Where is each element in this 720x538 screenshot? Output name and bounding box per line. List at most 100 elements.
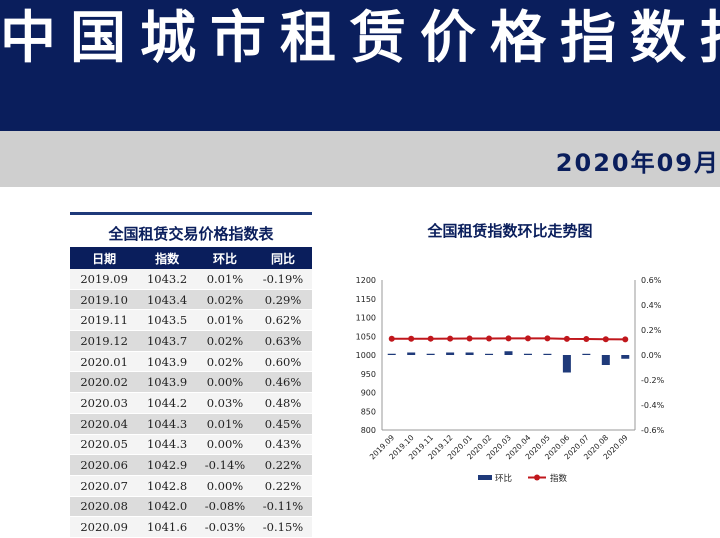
cell-mom: 0.00% [195, 475, 254, 497]
point-index [505, 335, 512, 342]
y-tick-right: -0.2% [641, 376, 665, 385]
y-tick-right: -0.6% [641, 426, 665, 435]
cell-mom: 0.01% [195, 309, 254, 332]
cell-index: 1043.4 [138, 289, 196, 311]
point-index [388, 335, 395, 342]
table-row: 2019.11 1043.5 0.01% 0.62% [70, 309, 312, 332]
bar-mom [446, 352, 455, 355]
cell-index: 1042.8 [138, 475, 196, 497]
index-table: 日期 指数 环比 同比 2019.09 1043.2 0.01% -0.19% 2019… [70, 247, 312, 538]
col-header-date: 日期 [70, 247, 139, 269]
table-row: 2020.07 1042.8 0.00% 0.22% [70, 475, 312, 497]
index-table-section: 全国租赁交易价格指数表 日期 指数 环比 同比 2019.09 1043.2 0.0… [70, 212, 312, 538]
y-tick-left: 1150 [356, 295, 376, 304]
cell-date: 2020.02 [70, 371, 139, 394]
point-index [583, 335, 590, 342]
point-index [544, 335, 551, 342]
cell-mom: 0.03% [195, 392, 254, 414]
bar-mom [426, 353, 435, 355]
point-index [447, 335, 454, 342]
cell-index: 1042.0 [138, 496, 196, 518]
cell-mom: 0.02% [195, 351, 254, 373]
cell-yoy: -0.19% [253, 269, 312, 290]
cell-mom: 0.01% [195, 413, 254, 435]
y-tick-left: 1100 [356, 314, 376, 323]
chart-title: 全国租赁指数环比走势图 [427, 222, 593, 240]
table-body: 2019.09 1043.2 0.01% -0.19% 2019.10 1043.4 0.0… [70, 269, 312, 538]
table-row: 2019.10 1043.4 0.02% 0.29% [70, 289, 312, 311]
cell-date: 2019.10 [70, 289, 139, 311]
cell-date: 2020.04 [70, 413, 139, 435]
bar-mom [621, 355, 630, 359]
table-title: 全国租赁交易价格指数表 [108, 225, 274, 243]
y-tick-left: 1050 [356, 332, 376, 341]
cell-index: 1044.3 [138, 413, 196, 435]
cell-yoy: 0.22% [253, 454, 312, 476]
table-row: 2020.03 1044.2 0.03% 0.48% [70, 392, 312, 414]
legend-label-mom: 环比 [495, 473, 512, 484]
table-row: 2020.05 1044.3 0.00% 0.43% [70, 434, 312, 456]
bar-mom [387, 353, 396, 355]
date-band: 2020年09月 [0, 131, 720, 187]
y-tick-right: 0.0% [641, 351, 662, 360]
bar-mom [485, 353, 494, 355]
cell-yoy: 0.46% [253, 371, 312, 394]
cell-mom: 0.00% [195, 371, 254, 394]
cell-date: 2020.05 [70, 434, 139, 456]
y-tick-left: 800 [361, 426, 376, 435]
bar-mom [543, 353, 552, 355]
cell-index: 1043.2 [138, 269, 196, 290]
legend-swatch-mom [478, 475, 492, 480]
cell-mom: 0.02% [195, 289, 254, 311]
cell-date: 2019.09 [70, 269, 139, 290]
cell-mom: -0.14% [195, 454, 254, 476]
table-row: 2020.01 1043.9 0.02% 0.60% [70, 351, 312, 373]
point-index [408, 335, 415, 342]
bar-mom [562, 355, 571, 373]
y-tick-right: 0.6% [641, 276, 662, 285]
cell-yoy: 0.60% [253, 351, 312, 373]
cell-date: 2020.01 [70, 351, 139, 373]
cell-mom: -0.03% [195, 516, 254, 538]
y-tick-right: 0.4% [641, 301, 662, 310]
y-tick-left: 1200 [356, 276, 376, 285]
bar-mom [523, 353, 532, 355]
cell-index: 1044.2 [138, 392, 196, 414]
col-header-index: 指数 [138, 247, 196, 269]
cell-index: 1043.9 [138, 371, 196, 394]
point-index [486, 335, 493, 342]
header-banner: 中国城市租赁价格指数报告 [0, 0, 720, 131]
cell-index: 1041.6 [138, 516, 196, 538]
cell-index: 1043.5 [138, 309, 196, 332]
table-row: 2019.09 1043.2 0.01% -0.19% [70, 269, 312, 290]
report-date: 2020年09月 [555, 149, 720, 177]
cell-date: 2020.08 [70, 496, 139, 518]
y-tick-right: 0.2% [641, 326, 662, 335]
cell-index: 1043.9 [138, 351, 196, 373]
cell-date: 2020.03 [70, 392, 139, 414]
table-row: 2020.09 1041.6 -0.03% -0.15% [70, 516, 312, 538]
y-tick-left: 900 [361, 389, 376, 398]
point-index [524, 335, 531, 342]
col-header-yoy: 同比 [253, 247, 312, 269]
point-index [622, 336, 629, 343]
table-row: 2020.04 1044.3 0.01% 0.45% [70, 413, 312, 435]
cell-yoy: 0.45% [253, 413, 312, 435]
cell-yoy: 0.43% [253, 434, 312, 456]
bar-mom [465, 352, 474, 355]
cell-index: 1044.3 [138, 434, 196, 456]
point-index [563, 335, 570, 342]
table-row: 2020.06 1042.9 -0.14% 0.22% [70, 454, 312, 476]
cell-mom: 0.02% [195, 330, 254, 352]
table-row: 2020.02 1043.9 0.00% 0.46% [70, 371, 312, 394]
rent-index-chart: 1200 1150 1100 1050 1000 950 900 850 800 0.6% 0.4%… [356, 276, 665, 484]
cell-index: 1043.7 [138, 330, 196, 352]
point-index [466, 335, 473, 342]
cell-yoy: -0.11% [253, 496, 312, 518]
legend-marker-index [534, 474, 540, 481]
bar-mom [582, 353, 591, 355]
cell-yoy: 0.62% [253, 309, 312, 332]
cell-yoy: 0.29% [253, 289, 312, 311]
cell-index: 1042.9 [138, 454, 196, 476]
y-tick-right: -0.4% [641, 401, 665, 410]
